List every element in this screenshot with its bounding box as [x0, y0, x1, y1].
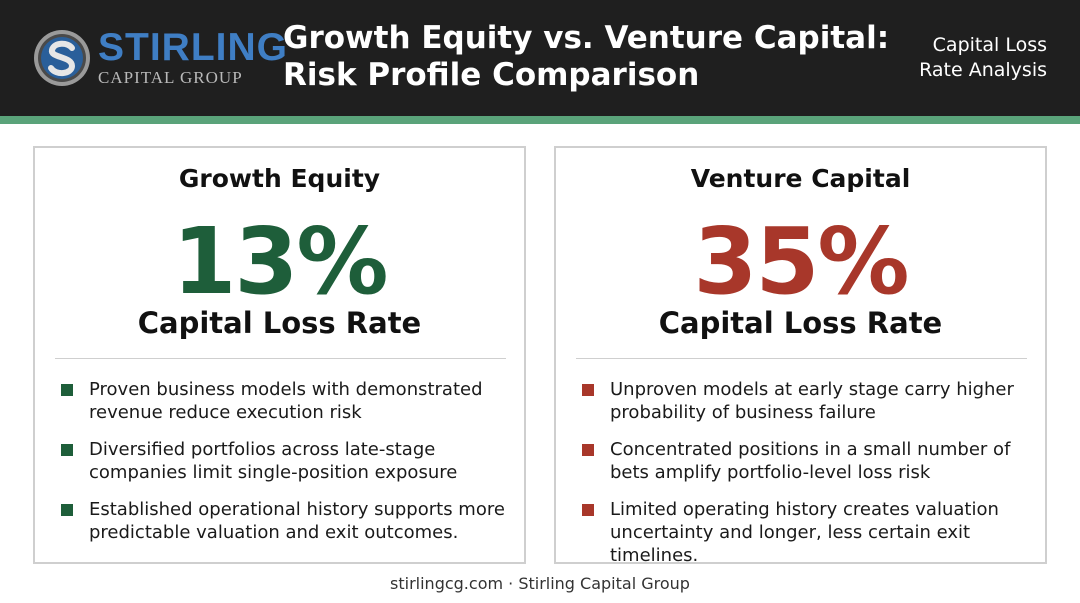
list-item: Diversified portfolios across late-stage…: [61, 438, 507, 484]
metric-label: Capital Loss Rate: [137, 306, 422, 340]
loss-rate-value: 35%: [693, 208, 909, 315]
divider: [55, 358, 506, 359]
subtitle-line: Rate Analysis: [919, 59, 1047, 81]
bullet-list: Proven business models with demonstrated…: [61, 378, 507, 558]
bullet-list: Unproven models at early stage carry hig…: [582, 378, 1028, 581]
header-bar: STIRLING CAPITAL GROUP Growth Equity vs.…: [0, 0, 1080, 116]
bullet-square-icon: [582, 444, 594, 456]
bullet-square-icon: [61, 504, 73, 516]
loss-rate-value: 13%: [172, 208, 388, 315]
metric-label: Capital Loss Rate: [658, 306, 943, 340]
growth-equity-card: Growth Equity 13% Capital Loss Rate Prov…: [33, 146, 526, 564]
bullet-square-icon: [582, 504, 594, 516]
logo-subline: CAPITAL GROUP: [98, 68, 243, 87]
page-title: Growth Equity vs. Venture Capital: Risk …: [283, 20, 890, 94]
bullet-text: Established operational history supports…: [89, 499, 505, 543]
bullet-text: Unproven models at early stage carry hig…: [610, 379, 1014, 423]
venture-capital-card: Venture Capital 35% Capital Loss Rate Un…: [554, 146, 1047, 566]
title-line: Risk Profile Comparison: [283, 57, 700, 93]
card-title: Venture Capital: [690, 164, 911, 193]
bullet-square-icon: [61, 444, 73, 456]
list-item: Proven business models with demonstrated…: [61, 378, 507, 424]
list-item: Concentrated positions in a small number…: [582, 438, 1028, 484]
page-subtitle: Capital Loss Rate Analysis: [847, 33, 1047, 83]
bullet-text: Concentrated positions in a small number…: [610, 439, 1011, 483]
logo-emblem-icon: [34, 30, 90, 86]
bullet-square-icon: [582, 384, 594, 396]
bullet-text: Proven business models with demonstrated…: [89, 379, 483, 423]
footer-credit: stirlingcg.com · Stirling Capital Group: [390, 574, 690, 593]
bullet-text: Diversified portfolios across late-stage…: [89, 439, 458, 483]
card-title: Growth Equity: [178, 164, 381, 193]
list-item: Unproven models at early stage carry hig…: [582, 378, 1028, 424]
list-item: Limited operating history creates valuat…: [582, 498, 1028, 567]
bullet-square-icon: [61, 384, 73, 396]
list-item: Established operational history supports…: [61, 498, 507, 544]
logo-wordmark: STIRLING: [98, 26, 288, 69]
title-line: Growth Equity vs. Venture Capital:: [283, 20, 890, 56]
company-logo: STIRLING CAPITAL GROUP: [32, 22, 287, 94]
divider: [576, 358, 1027, 359]
header-accent-stripe: [0, 116, 1080, 124]
subtitle-line: Capital Loss: [932, 34, 1047, 56]
bullet-text: Limited operating history creates valuat…: [610, 499, 999, 566]
